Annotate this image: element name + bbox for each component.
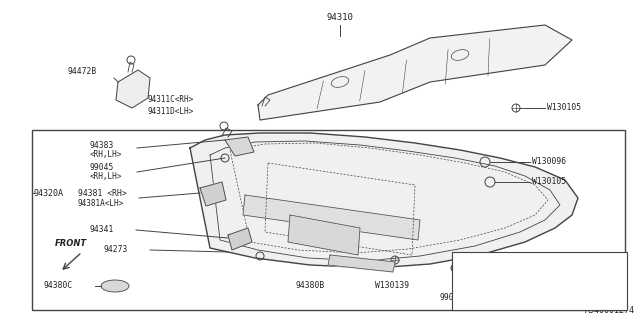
Text: W130096: W130096 bbox=[532, 157, 566, 166]
Text: 94341: 94341 bbox=[90, 226, 115, 235]
Text: 94381 <RH>: 94381 <RH> bbox=[78, 189, 127, 198]
Text: 1: 1 bbox=[460, 263, 464, 269]
Text: <RH,LH>: <RH,LH> bbox=[90, 149, 122, 158]
Text: 94311C<RH>: 94311C<RH> bbox=[148, 95, 195, 105]
Text: 99045: 99045 bbox=[440, 293, 465, 302]
Text: 94320A: 94320A bbox=[34, 188, 64, 197]
Text: FRONT: FRONT bbox=[55, 239, 87, 248]
Text: 94381A<LH>: 94381A<LH> bbox=[78, 198, 124, 207]
Text: 94472B: 94472B bbox=[67, 68, 96, 76]
Text: 0500025(0410- ): 0500025(0410- ) bbox=[474, 262, 543, 271]
Text: 99045: 99045 bbox=[90, 164, 115, 172]
Polygon shape bbox=[258, 25, 572, 120]
Ellipse shape bbox=[101, 280, 129, 292]
Text: 94380C: 94380C bbox=[43, 282, 72, 291]
Text: 94380B: 94380B bbox=[296, 281, 325, 290]
Polygon shape bbox=[328, 255, 395, 272]
Text: 0450S  ( -0410): 0450S ( -0410) bbox=[474, 291, 543, 300]
Polygon shape bbox=[288, 215, 360, 255]
Text: 1: 1 bbox=[460, 292, 464, 299]
Polygon shape bbox=[225, 137, 254, 156]
Text: 94310: 94310 bbox=[326, 13, 353, 22]
Bar bbox=[32, 130, 625, 310]
Polygon shape bbox=[228, 228, 252, 250]
Text: W130105: W130105 bbox=[547, 103, 581, 113]
Text: <RH,LH>: <RH,LH> bbox=[90, 172, 122, 181]
Text: W130105: W130105 bbox=[532, 178, 566, 187]
Text: 94383: 94383 bbox=[90, 140, 115, 149]
Text: W130139: W130139 bbox=[375, 281, 409, 290]
Text: 94273: 94273 bbox=[103, 245, 127, 254]
Polygon shape bbox=[243, 195, 420, 240]
Polygon shape bbox=[190, 133, 578, 268]
Polygon shape bbox=[116, 70, 150, 108]
Polygon shape bbox=[200, 182, 226, 206]
Text: A940001274: A940001274 bbox=[585, 306, 635, 315]
Bar bbox=[452, 252, 627, 310]
Text: 94311D<LH>: 94311D<LH> bbox=[148, 108, 195, 116]
